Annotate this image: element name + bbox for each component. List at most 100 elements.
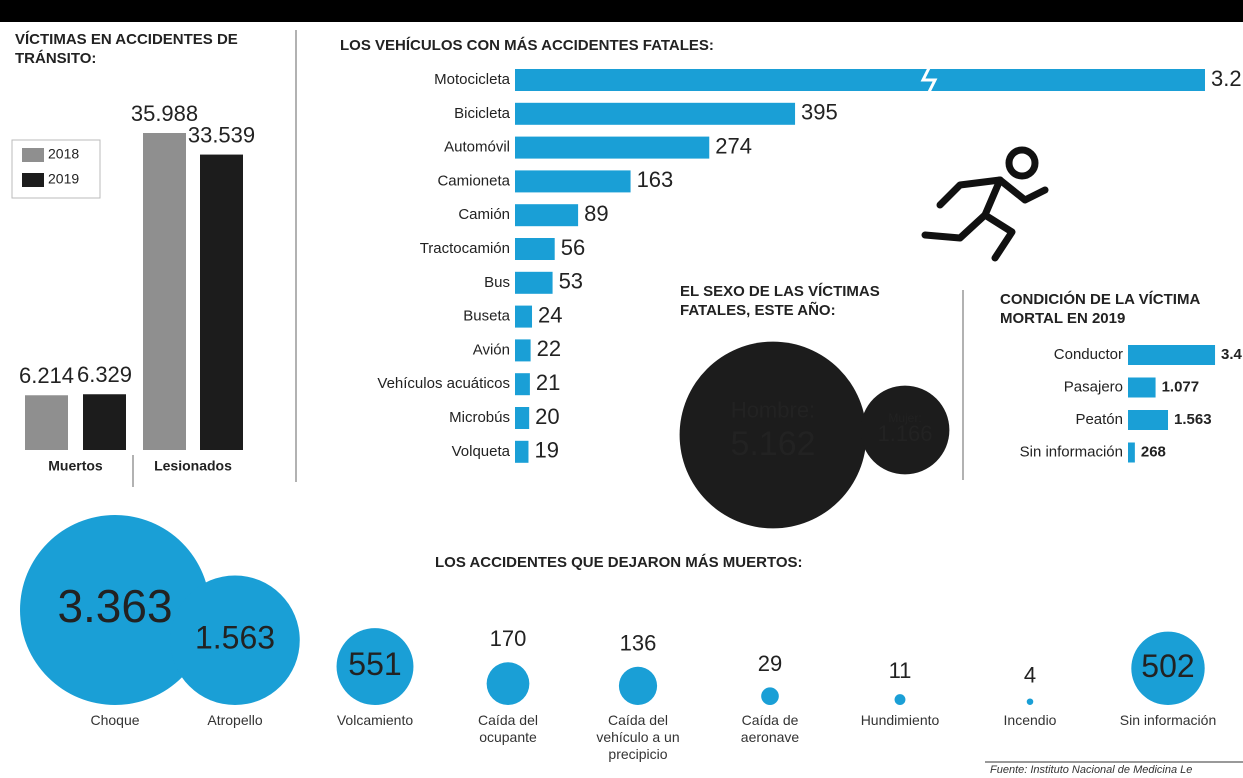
bubble (170, 575, 300, 705)
value-label: 19 (534, 438, 558, 463)
bubble (860, 385, 950, 475)
bar (200, 154, 243, 450)
bubble (618, 666, 658, 706)
value-label: 24 (538, 302, 562, 327)
bubble (1026, 698, 1034, 705)
category-label: Sin información (1119, 712, 1217, 728)
value-label: 268 (1141, 443, 1166, 460)
legend-label: 2019 (48, 171, 79, 187)
category-label: Vehículos acuáticos (377, 375, 510, 392)
chart-title: EL SEXO DE LAS VÍCTIMAS FATALES, ESTE AÑ… (680, 283, 880, 319)
category-label: Conductor (1054, 346, 1123, 363)
category-label: Mujer: (888, 411, 921, 425)
bubble (894, 694, 906, 705)
bar (1128, 442, 1135, 463)
bar (515, 170, 631, 193)
value-label: 274 (715, 133, 752, 158)
value-label: 53 (559, 269, 583, 294)
bar (1128, 410, 1169, 430)
category-label: Sin información (1020, 443, 1123, 460)
bar (515, 373, 530, 396)
bar (1128, 345, 1216, 365)
category-label: Atropello (207, 712, 263, 728)
category-label: Lesionados (154, 458, 232, 474)
category-label: Hundimiento (860, 712, 940, 728)
value-label: 163 (637, 167, 674, 192)
value-label: 502 (1141, 648, 1194, 684)
bubble (761, 687, 779, 705)
bar (515, 69, 1205, 91)
bar (515, 305, 533, 328)
value-label: 89 (584, 201, 608, 226)
bar (515, 407, 530, 429)
value-label: 395 (801, 100, 838, 125)
category-label: Pasajero (1064, 378, 1123, 395)
bar (515, 271, 553, 294)
bar (515, 339, 531, 362)
chart-title: LOS ACCIDENTES QUE DEJARON MÁS MUERTOS: (435, 554, 803, 571)
category-label: Tractocamión (420, 240, 510, 257)
category-label: Microbús (449, 409, 510, 426)
chart-title: VÍCTIMAS EN ACCIDENTES DE TRÁNSITO: (15, 31, 238, 67)
value-label: 551 (348, 646, 401, 682)
value-label: 3.4 (1221, 346, 1243, 363)
value-label: 1.166 (877, 421, 932, 446)
category-label: Volqueta (452, 443, 511, 460)
value-label: 6.214 (19, 363, 74, 388)
bar (143, 133, 186, 450)
value-label: 1.563 (195, 620, 275, 656)
value-label: 20 (535, 404, 559, 429)
category-label: Motocicleta (434, 71, 511, 88)
value-label: 4 (1024, 662, 1036, 687)
value-label: 21 (536, 370, 560, 395)
category-label: Caída del ocupante (478, 712, 538, 745)
category-label: Camioneta (437, 172, 510, 189)
value-label: 3.363 (57, 580, 172, 632)
bar (1128, 377, 1156, 398)
value-label: 11 (889, 658, 912, 683)
axis-break (920, 67, 938, 93)
value-label: 29 (758, 651, 782, 676)
bar (515, 440, 529, 463)
value-label: 136 (620, 631, 657, 656)
category-label: Hombre: (731, 397, 815, 422)
legend-swatch (22, 173, 44, 187)
category-label: Bicicleta (454, 105, 511, 122)
value-label: 33.539 (188, 122, 255, 147)
bar (515, 238, 555, 260)
category-label: Buseta (463, 308, 510, 325)
bar (515, 204, 579, 227)
value-label: 5.162 (730, 425, 815, 463)
chart-title: LOS VEHÍCULOS CON MÁS ACCIDENTES FATALES… (340, 37, 714, 54)
bar (25, 395, 68, 450)
category-label: Volcamiento (336, 712, 414, 728)
category-label: Peatón (1075, 411, 1123, 428)
category-label: Camión (458, 206, 510, 223)
category-label: Muertos (48, 458, 103, 474)
bar (515, 136, 710, 159)
category-label: Incendio (1003, 712, 1057, 728)
value-label: 1.563 (1174, 411, 1212, 428)
bubble (679, 341, 867, 529)
category-label: Choque (90, 712, 140, 728)
category-label: Bus (484, 274, 510, 291)
value-label: 35.988 (131, 101, 198, 126)
bubble (336, 628, 414, 705)
value-label: 3.2 (1211, 66, 1242, 91)
top-band (0, 0, 1243, 22)
bar (83, 394, 126, 450)
category-label: Automóvil (444, 139, 510, 156)
chart-title: CONDICIÓN DE LA VÍCTIMA MORTAL EN 2019 (1000, 291, 1200, 327)
value-label: 22 (537, 336, 561, 361)
legend-swatch (22, 148, 44, 162)
category-label: Caída del vehículo a un precipicio (596, 712, 680, 762)
category-label: Caída de aeronave (740, 712, 800, 745)
value-label: 56 (561, 235, 585, 260)
bar (515, 102, 796, 125)
legend-label: 2018 (48, 146, 79, 162)
bubble (1131, 631, 1205, 706)
value-label: 6.329 (77, 362, 132, 387)
source: Fuente: Instituto Nacional de Medicina L… (990, 764, 1193, 776)
